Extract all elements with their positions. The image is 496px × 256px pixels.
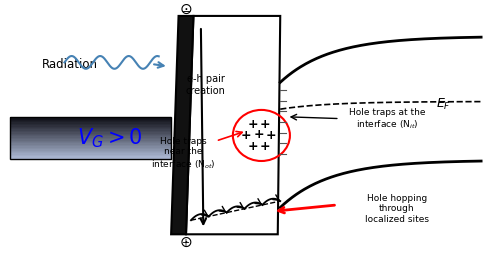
- Text: Hole traps
near the
interface (N$_{ot}$): Hole traps near the interface (N$_{ot}$): [151, 137, 216, 171]
- Bar: [10, 151, 171, 152]
- Bar: [10, 148, 171, 149]
- Bar: [10, 122, 171, 124]
- Bar: [10, 118, 171, 120]
- Bar: [10, 152, 171, 153]
- Bar: [10, 121, 171, 122]
- Bar: [10, 134, 171, 135]
- Bar: [10, 145, 171, 146]
- Bar: [10, 141, 171, 142]
- Bar: [10, 155, 171, 156]
- Bar: [10, 132, 171, 134]
- Bar: [10, 153, 171, 155]
- Text: $V_G > 0$: $V_G > 0$: [77, 127, 142, 150]
- Bar: [10, 146, 171, 148]
- Bar: [10, 117, 171, 118]
- Bar: [10, 127, 171, 128]
- Text: +: +: [260, 140, 271, 153]
- Bar: [10, 117, 171, 159]
- Text: +: +: [248, 118, 258, 131]
- Text: $-$: $-$: [181, 5, 191, 15]
- Bar: [10, 142, 171, 144]
- Bar: [10, 130, 171, 131]
- Text: Radiation: Radiation: [42, 58, 98, 71]
- Text: Hole hopping
through
localized sites: Hole hopping through localized sites: [365, 194, 429, 224]
- Text: +: +: [253, 128, 264, 141]
- Text: $\odot$: $\odot$: [180, 235, 192, 250]
- Bar: [10, 157, 171, 159]
- Text: e-h pair
creation: e-h pair creation: [186, 74, 226, 96]
- Bar: [10, 124, 171, 125]
- Text: +: +: [240, 129, 251, 142]
- Bar: [10, 135, 171, 136]
- Bar: [10, 131, 171, 132]
- Text: Hole traps at the
interface (N$_{it}$): Hole traps at the interface (N$_{it}$): [349, 108, 425, 131]
- Text: +: +: [248, 140, 258, 153]
- Text: $+$: $+$: [182, 237, 190, 248]
- Bar: [10, 156, 171, 157]
- Bar: [10, 138, 171, 139]
- Bar: [10, 144, 171, 145]
- Bar: [10, 125, 171, 127]
- Bar: [10, 136, 171, 138]
- Text: +: +: [260, 118, 271, 131]
- Text: $E_F$: $E_F$: [436, 97, 451, 112]
- Text: +: +: [266, 129, 277, 142]
- Bar: [10, 149, 171, 151]
- Polygon shape: [186, 16, 280, 234]
- Text: $\odot$: $\odot$: [180, 2, 192, 17]
- Bar: [10, 128, 171, 130]
- Bar: [10, 120, 171, 121]
- Polygon shape: [171, 16, 193, 234]
- Bar: [10, 139, 171, 141]
